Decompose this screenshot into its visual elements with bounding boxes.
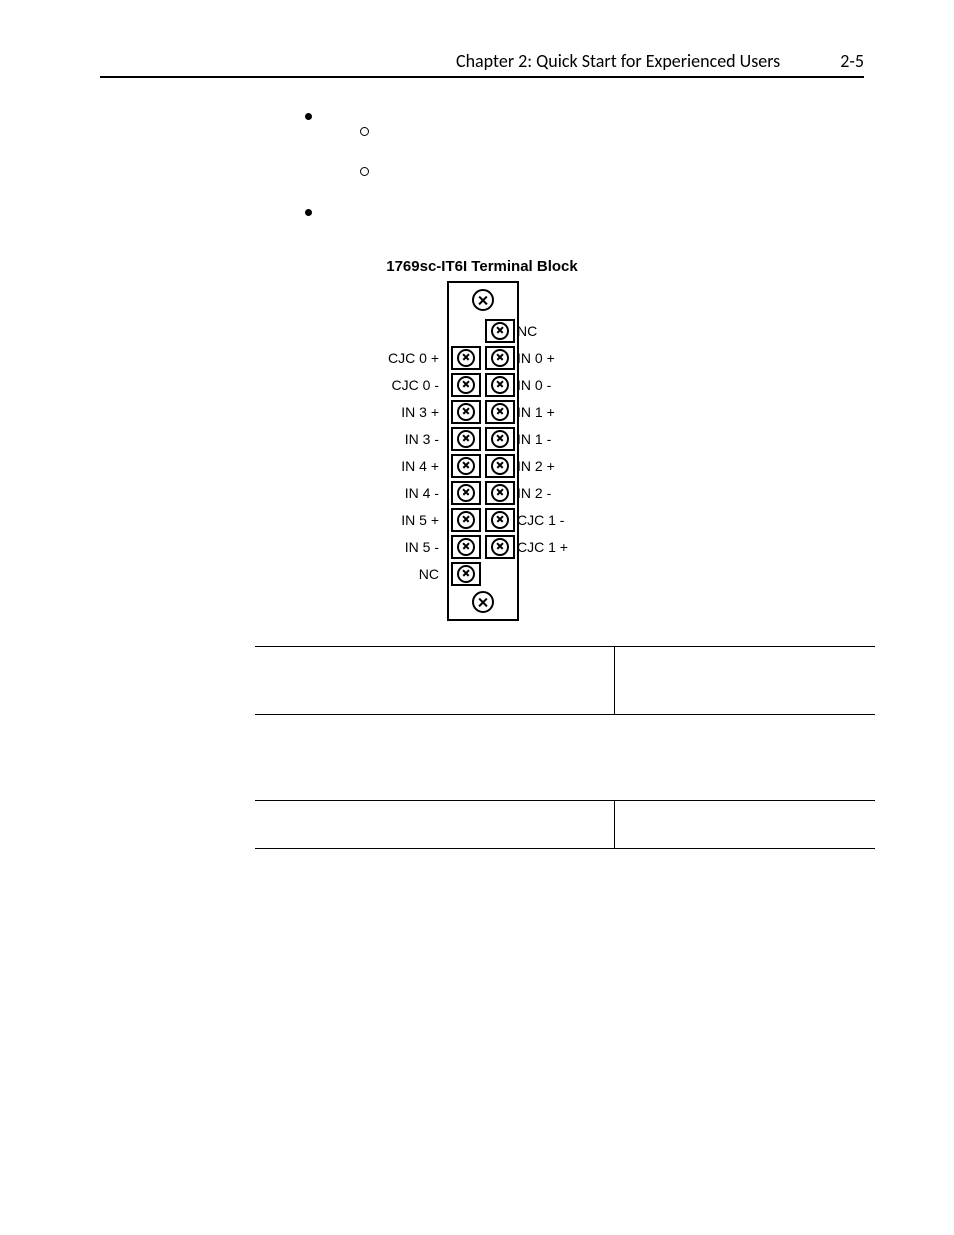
bullet-dot-icon: [305, 209, 312, 216]
screw-icon: [491, 376, 509, 394]
terminal-block-diagram: 1769sc-IT6I Terminal Block CJC 0 +CJC 0 …: [100, 258, 864, 621]
mounting-screw-icon: [472, 289, 494, 311]
terminal-label: IN 0 +: [517, 345, 589, 372]
terminal-screw: [485, 454, 515, 478]
terminal-label: IN 4 -: [367, 480, 439, 507]
right-terminal-labels: NCIN 0 +IN 0 -IN 1 +IN 1 -IN 2 +IN 2 -CJ…: [517, 318, 589, 561]
terminal-screw: [451, 373, 481, 397]
table-cell: [255, 801, 615, 849]
page-number: 2-5: [840, 50, 864, 72]
terminal-label: CJC 0 -: [367, 372, 439, 399]
terminal-label: CJC 1 +: [517, 534, 589, 561]
terminal-label: IN 2 +: [517, 453, 589, 480]
terminal-label: IN 1 -: [517, 426, 589, 453]
terminal-screw: [451, 535, 481, 559]
terminal-row: [451, 452, 515, 479]
terminal-screw: [485, 400, 515, 424]
sub-item: [360, 124, 864, 136]
terminal-label: IN 5 +: [367, 507, 439, 534]
screw-icon: [491, 322, 509, 340]
terminal-block-housing: [447, 281, 519, 621]
terminal-screw: [451, 400, 481, 424]
terminal-rows: [451, 317, 515, 587]
table-row: [255, 647, 875, 715]
screw-icon: [491, 430, 509, 448]
screw-icon: [491, 538, 509, 556]
screw-icon: [457, 376, 475, 394]
terminal-screw: [485, 319, 515, 343]
circle-bullet-icon: [360, 127, 369, 136]
sub-item: [360, 164, 864, 176]
table-row: [255, 801, 875, 849]
screw-icon: [491, 403, 509, 421]
screw-icon: [457, 349, 475, 367]
terminal-label: IN 2 -: [517, 480, 589, 507]
terminal-label: CJC 1 -: [517, 507, 589, 534]
terminal-screw: [485, 508, 515, 532]
terminal-screw: [451, 481, 481, 505]
terminal-block: CJC 0 +CJC 0 -IN 3 +IN 3 -IN 4 +IN 4 -IN…: [377, 281, 587, 621]
terminal-row: [451, 344, 515, 371]
sub-list: [360, 124, 864, 176]
screw-icon: [457, 538, 475, 556]
terminal-row: [451, 506, 515, 533]
terminal-screw: [485, 373, 515, 397]
terminal-label: IN 0 -: [517, 372, 589, 399]
terminal-screw: [485, 427, 515, 451]
table-cell: [615, 801, 875, 849]
terminal-row: [451, 479, 515, 506]
bullet-item: [305, 204, 864, 216]
screw-icon: [457, 565, 475, 583]
screw-icon: [457, 511, 475, 529]
table-cell: [615, 647, 875, 715]
terminal-screw: [451, 427, 481, 451]
terminal-screw: [451, 346, 481, 370]
terminal-label: NC: [367, 561, 439, 588]
screw-icon: [457, 484, 475, 502]
terminal-screw: [485, 535, 515, 559]
terminal-label: IN 5 -: [367, 534, 439, 561]
terminal-row: [451, 317, 515, 344]
terminal-row: [451, 560, 515, 587]
screw-icon: [491, 511, 509, 529]
screw-icon: [491, 457, 509, 475]
terminal-row: [451, 533, 515, 560]
page: Chapter 2: Quick Start for Experienced U…: [0, 0, 954, 934]
terminal-label: IN 4 +: [367, 453, 439, 480]
diagram-title: 1769sc-IT6I Terminal Block: [386, 258, 577, 275]
terminal-label: NC: [517, 318, 589, 345]
bullet-dot-icon: [305, 113, 312, 120]
terminal-screw: [451, 454, 481, 478]
terminal-row: [451, 425, 515, 452]
bullet-list: [305, 108, 864, 216]
page-header: Chapter 2: Quick Start for Experienced U…: [100, 50, 864, 78]
screw-icon: [491, 484, 509, 502]
terminal-screw: [485, 481, 515, 505]
terminal-label: IN 3 -: [367, 426, 439, 453]
reference-table-2: [255, 800, 875, 849]
terminal-label: IN 3 +: [367, 399, 439, 426]
screw-icon: [491, 349, 509, 367]
terminal-row: [451, 398, 515, 425]
reference-table-1: [255, 646, 875, 715]
screw-icon: [457, 403, 475, 421]
left-terminal-labels: CJC 0 +CJC 0 -IN 3 +IN 3 -IN 4 +IN 4 -IN…: [367, 345, 439, 588]
terminal-screw: [451, 562, 481, 586]
mounting-screw-icon: [472, 591, 494, 613]
terminal-label: CJC 0 +: [367, 345, 439, 372]
terminal-row: [451, 371, 515, 398]
circle-bullet-icon: [360, 167, 369, 176]
screw-icon: [457, 430, 475, 448]
terminal-screw: [451, 508, 481, 532]
chapter-title: Chapter 2: Quick Start for Experienced U…: [456, 50, 780, 72]
terminal-screw: [485, 346, 515, 370]
table-cell: [255, 647, 615, 715]
screw-icon: [457, 457, 475, 475]
terminal-label: IN 1 +: [517, 399, 589, 426]
bullet-item: [305, 108, 864, 120]
